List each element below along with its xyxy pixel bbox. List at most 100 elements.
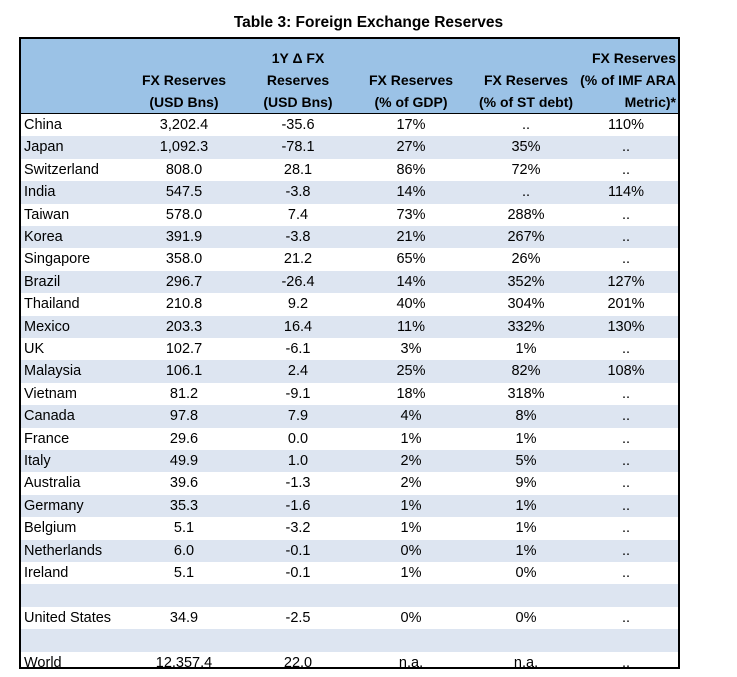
st-debt-pct-cell: .. [521, 117, 531, 133]
table-row: Thailand 210.8 9.2 40% 304% 201% [21, 293, 678, 315]
reserves-cell: 578.0 [165, 206, 203, 223]
change-cell: -35.6 [281, 117, 315, 133]
gdp-pct-cell: 40% [396, 296, 426, 313]
change-cell: -6.1 [285, 341, 311, 357]
gdp-pct-cell: 1% [400, 520, 422, 537]
country-cell: United States [24, 609, 112, 626]
reserves-cell: 547.5 [165, 184, 203, 201]
imf-ara-pct-cell: .. [621, 408, 631, 425]
st-debt-pct-cell: 1% [515, 430, 537, 447]
table-row: Switzerland 808.0 28.1 86% 72%.. [21, 159, 678, 181]
gdp-pct-cell: 86% [396, 161, 426, 178]
reserves-cell: 106.1 [165, 363, 203, 380]
reserves-cell: 391.9 [165, 229, 203, 245]
header-line: 1Y Δ FX [271, 50, 325, 66]
header-pct-imf-ara: FX Reserves (% of IMF ARA Metric)* [574, 41, 678, 113]
imf-ara-pct-cell: 201% [607, 296, 645, 313]
table-row: United States 34.9 -2.5 0% 0%.. [21, 607, 678, 629]
country-cell: Japan [24, 139, 64, 156]
country-cell: France [24, 430, 70, 447]
imf-ara-pct-cell: .. [621, 520, 631, 537]
change-cell: 2.4 [287, 363, 309, 380]
header-line: (% of ST debt) [478, 94, 574, 110]
imf-ara-pct-cell: .. [621, 430, 631, 447]
country-cell: Thailand [24, 296, 80, 313]
table-row: Singapore 358.0 21.2 65% 26%.. [21, 248, 678, 270]
table-row: Vietnam 81.2 -9.1 18% 318%.. [21, 383, 678, 405]
reserves-cell: 808.0 [165, 161, 203, 178]
reserves-cell: 49.9 [169, 453, 199, 469]
imf-ara-pct-cell: 110% [607, 117, 644, 133]
gdp-pct-cell: 25% [396, 363, 426, 380]
reserves-cell: 1,092.3 [159, 139, 209, 156]
st-debt-pct-cell: 1% [515, 520, 537, 537]
reserves-cell: 6.0 [173, 542, 195, 559]
country-cell: Netherlands [24, 542, 103, 559]
change-cell: 0.0 [287, 430, 309, 447]
change-cell: 9.2 [287, 296, 309, 313]
imf-ara-pct-cell: .. [621, 654, 631, 671]
change-cell: -1.3 [285, 475, 311, 492]
st-debt-pct-cell: 8% [515, 408, 537, 425]
st-debt-pct-cell: 332% [507, 318, 545, 335]
header-line: FX Reserves [368, 72, 454, 88]
table-row: Canada 97.8 7.9 4% 8%.. [21, 405, 678, 428]
header-line: (USD Bns) [263, 94, 333, 110]
imf-ara-pct-cell: .. [621, 161, 631, 178]
st-debt-pct-cell: 72% [511, 161, 541, 178]
change-cell: -3.8 [285, 229, 311, 245]
gdp-pct-cell: 1% [400, 497, 422, 514]
change-cell: 22.0 [283, 654, 313, 671]
gdp-pct-cell: 2% [400, 475, 422, 492]
imf-ara-pct-cell: .. [621, 341, 631, 357]
fx-reserves-table: FX Reserves (USD Bns) 1Y Δ FX Reserves (… [19, 37, 680, 671]
header-pct-gdp: FX Reserves (% of GDP) [356, 41, 466, 113]
table-row: Japan 1,092.3 -78.1 27% 35%.. [21, 136, 678, 159]
imf-ara-pct-cell: .. [621, 497, 631, 514]
reserves-cell: 5.1 [173, 565, 195, 581]
country-cell: Korea [24, 229, 63, 245]
country-cell: Brazil [24, 273, 61, 290]
table-row: Germany 35.3 -1.6 1% 1%.. [21, 494, 678, 518]
country-cell: World [24, 654, 62, 671]
change-cell: -3.2 [285, 520, 311, 537]
country-cell: Germany [24, 497, 84, 514]
st-debt-pct-cell: 9% [515, 475, 537, 492]
change-cell: -0.1 [285, 542, 311, 559]
imf-ara-pct-cell: 127% [607, 273, 645, 290]
change-cell: -0.1 [285, 565, 311, 581]
st-debt-pct-cell: 1% [515, 497, 537, 514]
table-row: Malaysia 106.1 2.4 25% 82% 108% [21, 360, 678, 383]
imf-ara-pct-cell: .. [621, 565, 631, 581]
st-debt-pct-cell: 1% [515, 341, 537, 357]
table-row: Ireland 5.1 -0.1 1% 0%.. [21, 562, 678, 584]
imf-ara-pct-cell: 108% [607, 363, 645, 380]
st-debt-pct-cell: 288% [507, 206, 545, 223]
imf-ara-pct-cell: .. [621, 139, 631, 156]
country-cell: Mexico [24, 318, 70, 335]
country-cell: UK [24, 341, 45, 357]
gdp-pct-cell: 27% [396, 139, 426, 156]
reserves-cell: 34.9 [169, 609, 199, 626]
change-cell: -78.1 [281, 139, 315, 156]
table-row: World 12,357.4 22.0 n.a. n.a... [21, 652, 678, 674]
change-cell: 28.1 [283, 161, 313, 178]
gdp-pct-cell: 11% [397, 318, 425, 335]
st-debt-pct-cell: 1% [515, 542, 537, 559]
header-line: (USD Bns) [149, 94, 219, 110]
table-row: Korea 391.9 -3.8 21% 267%.. [21, 226, 678, 249]
gdp-pct-cell: 0% [400, 609, 422, 626]
st-debt-pct-cell: 5% [515, 453, 537, 469]
spacer-row [21, 584, 678, 607]
reserves-cell: 12,357.4 [155, 654, 213, 671]
reserves-cell: 203.3 [165, 318, 203, 335]
imf-ara-pct-cell: 114% [607, 184, 644, 201]
spacer-row [21, 629, 678, 652]
change-cell: -1.6 [285, 497, 311, 514]
country-cell: Switzerland [24, 161, 99, 178]
gdp-pct-cell: 21% [396, 229, 426, 245]
reserves-cell: 102.7 [165, 341, 203, 357]
change-cell: 1.0 [287, 453, 309, 469]
st-debt-pct-cell: 304% [507, 296, 545, 313]
gdp-pct-cell: 14% [396, 184, 426, 201]
